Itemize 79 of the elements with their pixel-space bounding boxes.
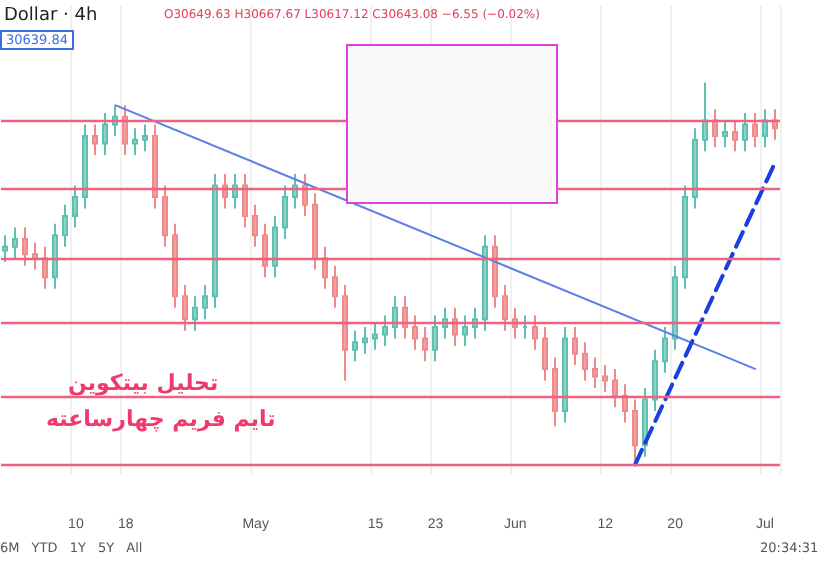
candlestick [122, 104, 128, 156]
candlestick [162, 184, 168, 248]
candlestick [322, 245, 328, 290]
annotation: تحلیل بیتکوین [68, 370, 219, 396]
candlestick [102, 111, 108, 156]
candlestick [72, 184, 78, 229]
candlestick [612, 367, 618, 409]
candlestick [12, 226, 18, 260]
candlestick [402, 295, 408, 340]
candlestick [382, 314, 388, 348]
candlestick [752, 111, 758, 149]
candlestick [452, 306, 458, 348]
candlestick [132, 127, 138, 156]
candlestick [2, 234, 8, 263]
candlestick [562, 325, 568, 424]
candlestick [292, 173, 298, 210]
candlestick [602, 364, 608, 393]
candlestick [342, 283, 348, 382]
candlestick [582, 341, 588, 382]
candlestick [142, 123, 148, 153]
candlestick [262, 222, 268, 279]
candlestick [482, 234, 488, 332]
candlestick [222, 173, 228, 210]
candlestick [632, 398, 638, 466]
candlestick [442, 306, 448, 340]
candlestick [392, 295, 398, 340]
candlestick [352, 329, 358, 363]
candlestick [432, 314, 438, 363]
candlestick [722, 119, 728, 149]
candlestick [772, 108, 778, 141]
candlestick [332, 264, 338, 309]
candlestick [232, 173, 238, 210]
candlestick [192, 295, 198, 332]
candlestick [22, 226, 28, 267]
candlestick [62, 203, 68, 248]
candlestick [592, 356, 598, 390]
candlestick [52, 222, 58, 290]
candlestick [532, 314, 538, 351]
chart-title: Dollar · 4h [4, 6, 98, 26]
candlestick [172, 222, 178, 309]
candlestick [462, 314, 468, 348]
candlestick [282, 184, 288, 241]
candlestick [372, 322, 378, 351]
candlestick [152, 123, 158, 210]
candlestick [512, 306, 518, 340]
candlestick [682, 184, 688, 290]
candlestick [212, 173, 218, 309]
candlestick [742, 111, 748, 153]
candlestick [652, 348, 658, 412]
candlestick [82, 123, 88, 210]
candlestick [272, 215, 278, 279]
candlestick [42, 245, 48, 290]
candlestick [672, 264, 678, 351]
candlestick [502, 283, 508, 332]
candlestick [242, 173, 248, 229]
candlestick [762, 108, 768, 149]
candlestick [522, 314, 528, 340]
candlestick [252, 203, 258, 248]
candlestick [572, 325, 578, 367]
candlestick [302, 173, 308, 218]
candlestick [732, 119, 738, 153]
candlestick [362, 325, 368, 355]
candlestick [662, 325, 668, 374]
candlestick [92, 123, 98, 156]
candlestick [492, 234, 498, 309]
candlestick [712, 108, 718, 149]
candlestick [692, 127, 698, 210]
candlestick [622, 383, 628, 424]
annotation: تایم فریم چهارساعته [46, 406, 276, 432]
candlestick [542, 325, 548, 382]
candlestick [472, 306, 478, 340]
candlestick [422, 325, 428, 363]
candlestick [202, 283, 208, 321]
candlestick [32, 241, 38, 271]
candlestick [312, 192, 318, 271]
candlestick [552, 356, 558, 428]
candlestick [702, 81, 708, 153]
candlestick [412, 314, 418, 351]
candlestick [182, 283, 188, 332]
